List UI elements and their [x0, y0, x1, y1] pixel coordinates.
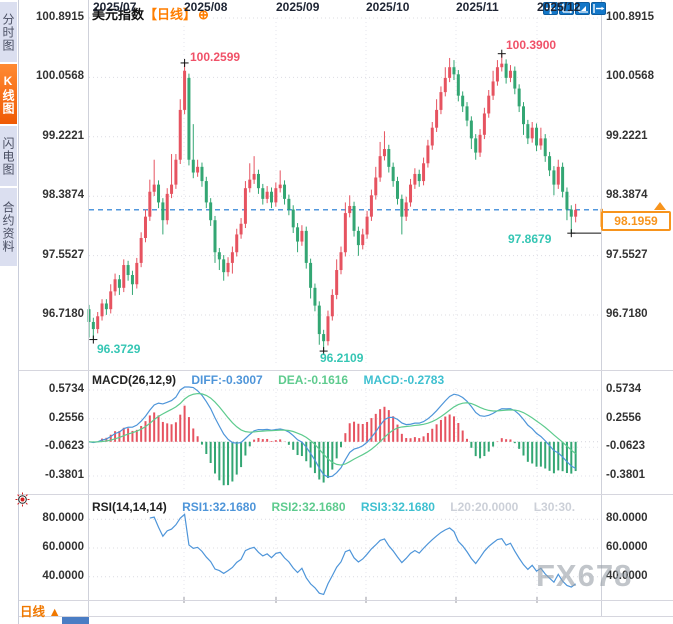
period-selector-button[interactable]: 日线 ▲ — [20, 601, 61, 620]
y-axis-label-right: 100.8915 — [606, 11, 654, 23]
macd-axis-label-right: 0.5734 — [606, 383, 642, 395]
rsi-axis-label-right: 60.0000 — [606, 541, 648, 553]
rsi-axis-label-right: 80.0000 — [606, 512, 648, 525]
exit-chart-icon[interactable] — [591, 2, 606, 15]
add-indicator-icon[interactable]: ⊕ — [198, 7, 209, 22]
rsi3-value: RSI3:32.1680 — [360, 500, 435, 514]
indicator-settings-sun-icon[interactable] — [15, 492, 30, 507]
macd-axis-label-left: -0.0623 — [44, 440, 84, 453]
rsi-l20-value: L20:20.0000 — [450, 500, 519, 514]
rsi-axis-label-left: 60.0000 — [42, 541, 84, 553]
y-axis-label-right: 96.7180 — [606, 308, 648, 320]
macd-axis-label-left: 0.5734 — [48, 383, 84, 395]
bottom-scrollbar-strip[interactable] — [62, 617, 89, 624]
macd-axis-label-right: 0.2556 — [606, 411, 642, 424]
rsi-header: RSI(14,14,14) RSI1:32.1680 RSI2:32.1680 … — [92, 500, 587, 514]
macd-axis-label-right: -0.3801 — [606, 469, 646, 481]
x-axis-label: 2025/07 — [93, 0, 137, 14]
y-axis-label-right: 98.3874 — [606, 189, 648, 202]
last-price-arrow-icon — [654, 202, 666, 210]
macd-macd-value: MACD:-0.2783 — [363, 373, 445, 387]
sidebar-tab-kline[interactable]: K线图 — [0, 64, 17, 124]
period-arrow-icon: ▲ — [48, 605, 61, 619]
macd-diff-value: DIFF:-0.3007 — [191, 373, 263, 387]
rsi1-value: RSI1:32.1680 — [182, 500, 257, 514]
rsi-title: RSI(14,14,14) — [92, 500, 167, 514]
macd-dea-value: DEA:-0.1616 — [278, 373, 349, 387]
y-axis-label-right: 100.0568 — [606, 70, 654, 83]
x-axis-label: 2025/09 — [276, 0, 320, 14]
y-axis-label-right: 99.2221 — [606, 129, 648, 142]
rsi-axis-label-right: 40.0000 — [606, 569, 648, 582]
macd-axis-label-right: -0.0623 — [606, 440, 646, 453]
sidebar-tab-contract-info[interactable]: 合约资料 — [0, 188, 17, 266]
period-tag: 【日线】 — [144, 7, 197, 22]
sidebar-tab-timeline[interactable]: 分时图 — [0, 2, 17, 62]
y-axis-label-right: 97.5527 — [606, 248, 648, 261]
rsi-axis-label-left: 40.0000 — [42, 569, 84, 582]
macd-axis-label-left: -0.3801 — [44, 469, 84, 481]
y-axis-label-left: 99.2221 — [42, 129, 84, 142]
axis-scale-icon[interactable] — [559, 2, 574, 15]
annotation-high-nov: 100.3900 — [506, 38, 557, 52]
annotation-low-dec: 97.8679 — [508, 232, 552, 246]
y-axis-label-left: 98.3874 — [42, 189, 84, 202]
annotation-low-jul: 96.3729 — [97, 342, 141, 356]
y-axis-label-left: 96.7180 — [42, 308, 84, 320]
y-axis-label-left: 100.0568 — [36, 70, 84, 83]
separator-rsi-xaxis — [18, 600, 673, 601]
x-axis-label: 2025/10 — [366, 0, 410, 14]
sidebar: 分时图 K线图 闪电图 合约资料 — [0, 0, 19, 624]
plot-right-border — [601, 0, 602, 617]
macd-title: MACD(26,12,9) — [92, 373, 177, 387]
sidebar-tab-lightning[interactable]: 闪电图 — [0, 126, 17, 186]
rsi-axis-label-left: 80.0000 — [42, 512, 84, 525]
symbol-name: 美元指数 — [92, 7, 145, 22]
pan-crosshair-icon[interactable] — [543, 2, 558, 15]
x-axis-label: 2025/08 — [184, 0, 228, 14]
annotation-high-jul: 100.2599 — [190, 50, 241, 64]
macd-header: MACD(26,12,9) DIFF:-0.3007 DEA:-0.1616 M… — [92, 373, 456, 387]
rsi2-value: RSI2:32.1680 — [271, 500, 346, 514]
last-price-box: 98.1959 — [601, 211, 671, 231]
plot-left-border — [88, 0, 89, 617]
rsi-l30-value: L30:30. — [533, 500, 576, 514]
x-axis-label: 2025/11 — [456, 0, 499, 14]
y-axis-label-left: 97.5527 — [42, 248, 84, 261]
separator-macd-rsi — [18, 494, 673, 495]
annotation-low-sep: 96.2109 — [320, 351, 364, 365]
x-axis-label: 2025/12 — [537, 0, 581, 14]
watermark: FX678 — [536, 558, 633, 593]
period-label: 日线 — [20, 605, 46, 619]
separator-main-macd — [18, 370, 673, 371]
y-axis-label-left: 100.8915 — [36, 11, 84, 23]
macd-axis-label-left: 0.2556 — [48, 411, 84, 424]
bottom-border — [0, 616, 673, 617]
axis-zoom-icon[interactable] — [575, 2, 590, 15]
chart-title: 美元指数【日线】 ⊕ — [92, 4, 212, 23]
